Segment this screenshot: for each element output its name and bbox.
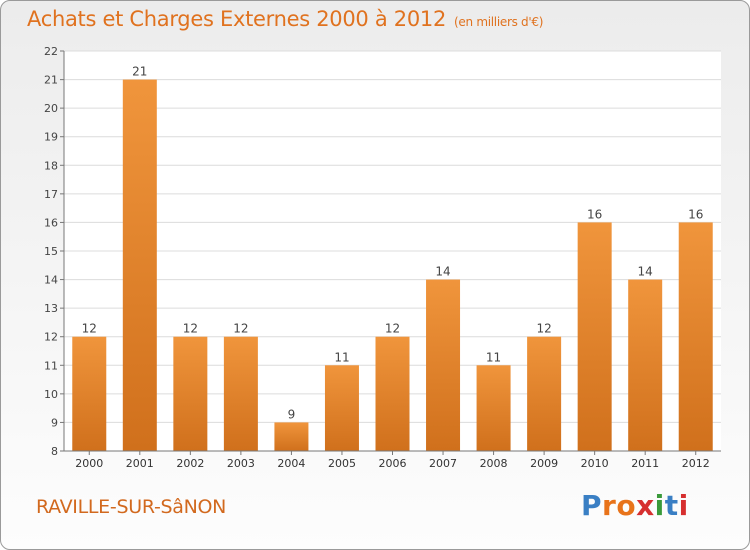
logo-letter: o (616, 489, 637, 522)
x-tick-label-2009: 2009 (530, 457, 558, 470)
city-name: RAVILLE-SUR-SâNON (36, 496, 227, 518)
bar-2001 (122, 79, 157, 452)
bar-2000 (72, 336, 107, 451)
bar-2004 (274, 422, 309, 451)
y-tick-label: 12 (44, 331, 58, 344)
y-tick-label: 19 (44, 131, 58, 144)
y-tick-label: 22 (44, 45, 58, 58)
logo-letter: i (654, 489, 665, 522)
logo-letter: P (581, 489, 603, 522)
data-label-2001: 21 (132, 65, 147, 79)
bar-2009 (527, 336, 562, 451)
bar-2007 (426, 279, 461, 451)
y-tick-label: 8 (51, 445, 58, 458)
data-label-2005: 11 (334, 350, 349, 364)
data-labels: 12 21 12 12 9 11 12 14 11 12 16 14 16 (82, 65, 704, 422)
data-label-2008: 11 (486, 350, 501, 364)
chart-title-text: Achats et Charges Externes 2000 à 2012 (27, 7, 447, 31)
chart-subtitle: (en milliers d'€) (454, 15, 544, 29)
x-tick-label-2005: 2005 (328, 457, 356, 470)
data-label-2006: 12 (385, 322, 400, 336)
data-label-2003: 12 (233, 322, 248, 336)
x-tick-label-2004: 2004 (277, 457, 305, 470)
data-label-2007: 14 (435, 265, 450, 279)
y-tick-label: 20 (44, 102, 58, 115)
data-label-2011: 14 (638, 265, 653, 279)
data-label-2012: 16 (688, 207, 703, 221)
x-axis: 2000 2001 2002 2003 2004 2005 2006 2007 2008 2009… (64, 450, 721, 470)
bar-2005 (324, 365, 359, 451)
x-tick-label-2003: 2003 (227, 457, 255, 470)
y-tick-label: 13 (44, 302, 58, 315)
y-tick-label: 15 (44, 245, 58, 258)
x-tick-label-2006: 2006 (379, 457, 407, 470)
bar-2012 (678, 222, 713, 451)
y-tick-label: 11 (44, 359, 58, 372)
chart-title: Achats et Charges Externes 2000 à 2012 (e… (27, 7, 543, 31)
y-tick-label: 17 (44, 188, 58, 201)
x-tick-label-2012: 2012 (682, 457, 710, 470)
logo-letter: i (678, 489, 689, 522)
data-label-2010: 16 (587, 207, 602, 221)
bar-2008 (476, 365, 511, 451)
bar-2006 (375, 336, 410, 451)
data-label-2004: 9 (288, 407, 296, 421)
bars (72, 79, 713, 452)
bar-2002 (173, 336, 208, 451)
data-label-2009: 12 (536, 322, 551, 336)
data-label-2002: 12 (183, 322, 198, 336)
data-label-2000: 12 (82, 322, 97, 336)
x-tick-label-2010: 2010 (581, 457, 609, 470)
x-tick-label-2011: 2011 (631, 457, 659, 470)
x-tick-label-2002: 2002 (176, 457, 204, 470)
x-tick-label-2001: 2001 (126, 457, 154, 470)
y-tick-label: 16 (44, 216, 58, 229)
logo-letter: t (664, 489, 679, 522)
x-tick-label-2000: 2000 (75, 457, 103, 470)
bar-2010 (577, 222, 612, 451)
logo-letter: x (636, 489, 655, 522)
logo-letter: r (602, 489, 617, 522)
bar-2003 (223, 336, 258, 451)
x-tick-label-2008: 2008 (480, 457, 508, 470)
y-tick-label: 9 (51, 416, 58, 429)
x-tick-label-2007: 2007 (429, 457, 457, 470)
bar-2011 (628, 279, 663, 451)
y-tick-label: 18 (44, 159, 58, 172)
y-axis: 8 9 10 11 12 13 14 15 16 17 18 19 20 21 22 (44, 45, 65, 458)
y-tick-label: 21 (44, 74, 58, 87)
y-tick-label: 10 (44, 388, 58, 401)
y-tick-label: 14 (44, 274, 58, 287)
proxiti-logo: Proxiti (581, 489, 689, 522)
